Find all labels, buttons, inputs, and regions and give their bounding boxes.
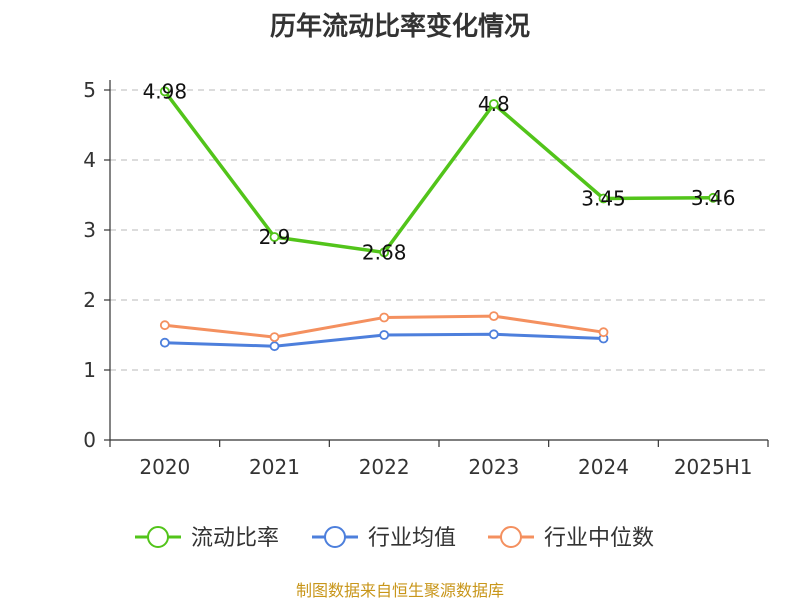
data-point [269, 341, 280, 352]
series-1: 4.98 2.9 2.68 4.8 3.45 3.46 [143, 79, 736, 264]
y-tick-label: 1 [83, 358, 96, 382]
grid-lines [110, 89, 768, 371]
y-tick-label: 5 [83, 78, 96, 102]
x-tick-label: 2020 [139, 455, 190, 479]
data-point [379, 247, 390, 258]
data-point [269, 332, 280, 343]
series-3 [159, 311, 609, 343]
data-label: 2.68 [362, 240, 407, 264]
data-point [488, 311, 499, 322]
data-label: 3.45 [581, 187, 626, 211]
x-tick-label: 2024 [578, 455, 629, 479]
chart-title: 历年流动比率变化情况 [270, 11, 530, 42]
legend-item: 行业中位数 [488, 526, 654, 551]
data-point [159, 337, 170, 348]
series-layer: 4.98 2.9 2.68 4.8 3.45 3.46 [143, 79, 736, 352]
data-point [598, 327, 609, 338]
source-note: 制图数据来自恒生聚源数据库 [296, 581, 504, 600]
legend-item: 行业均值 [312, 526, 456, 551]
x-tick-label: 2022 [359, 455, 410, 479]
data-point [708, 192, 719, 203]
axes: 0 1 2 3 4 5 2020 2021 2022 2023 2024 2025H1 [83, 78, 769, 479]
y-tick-label: 2 [83, 288, 96, 312]
data-point [488, 329, 499, 340]
data-point [159, 86, 170, 97]
legend-marker [500, 526, 522, 548]
data-label: 4.98 [143, 79, 188, 103]
y-tick-label: 3 [83, 218, 96, 242]
x-tick-label: 2023 [468, 455, 519, 479]
data-label: 2.9 [259, 225, 291, 249]
legend-item: 流动比率 [135, 526, 279, 551]
legend-marker [324, 526, 346, 548]
legend-label: 行业均值 [368, 526, 456, 551]
data-point [598, 193, 609, 204]
legend-marker [147, 526, 169, 548]
data-point [379, 312, 390, 323]
legend-label: 行业中位数 [544, 526, 654, 551]
x-tick-label: 2025H1 [674, 455, 753, 479]
series-line [163, 90, 714, 255]
x-tick-label: 2021 [249, 455, 300, 479]
legend-label: 流动比率 [191, 526, 279, 551]
data-label: 4.8 [478, 92, 510, 116]
y-tick-label: 4 [83, 148, 96, 172]
data-point [488, 99, 499, 109]
data-point [269, 232, 280, 242]
data-point [159, 320, 170, 331]
data-point [379, 330, 390, 340]
y-tick-label: 0 [83, 428, 96, 452]
legend: 流动比率 行业均值 行业中位数 [135, 526, 654, 551]
data-label: 3.46 [691, 186, 736, 210]
